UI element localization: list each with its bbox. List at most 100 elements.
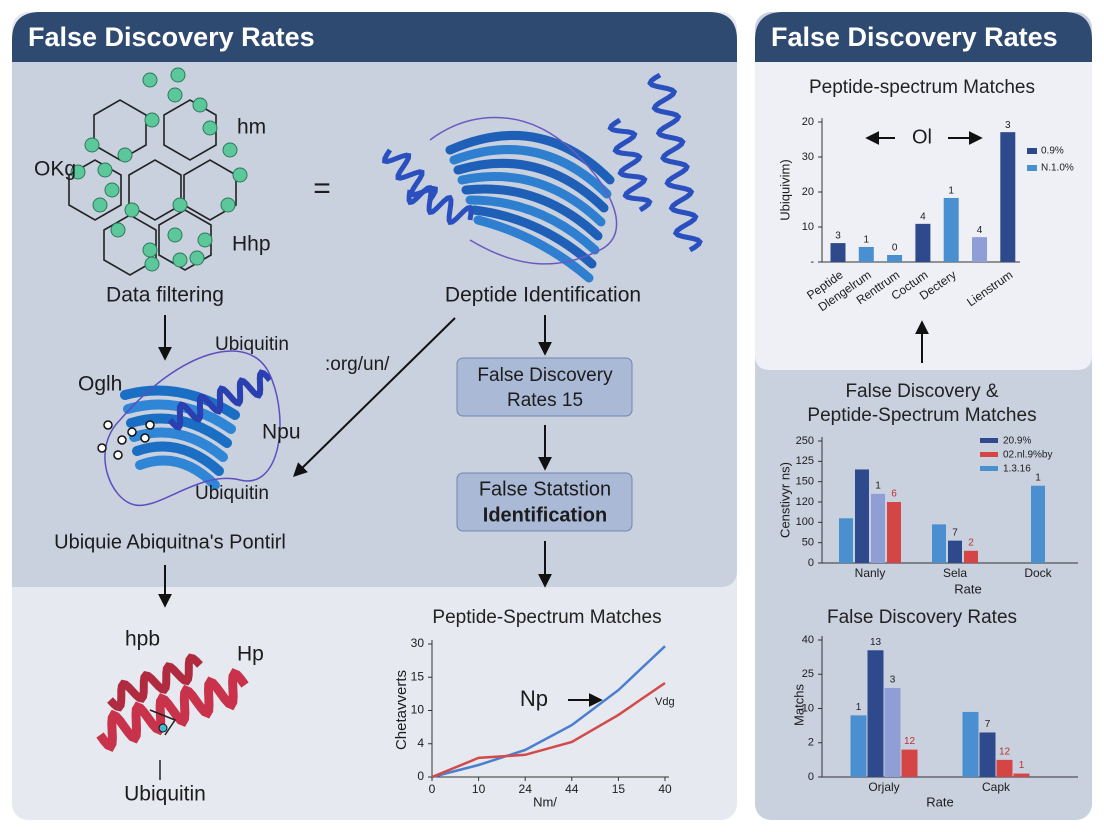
right-header: [755, 12, 1092, 62]
y-tick-label: 2: [808, 737, 814, 749]
protein-label: Npu: [262, 421, 301, 444]
y-tick-label: 30: [802, 151, 814, 163]
alpha-helix: [167, 369, 273, 431]
molecule-label: hm: [237, 116, 266, 139]
helix-label: hpb: [125, 628, 160, 651]
beta-strand: [453, 158, 609, 213]
beta-strand: [473, 215, 594, 283]
protein-loop: [149, 709, 177, 780]
ligand-atom: [113, 450, 123, 460]
x-tick-label: 40: [658, 782, 672, 796]
bar-label: 12: [904, 736, 916, 747]
x-tick-label: 15: [612, 782, 626, 796]
y-tick-label: 10: [802, 221, 814, 233]
bar: [887, 502, 901, 563]
chart-title: False Discovery Rates: [827, 607, 1017, 628]
x-tick-label: 24: [519, 782, 533, 796]
box-text: False Statstion: [479, 478, 611, 500]
atom: [172, 197, 188, 213]
x-tick-label: 44: [565, 782, 579, 796]
bar-label: 1: [1035, 472, 1041, 483]
arrows: [158, 131, 983, 707]
chart-title: False Discovery &: [845, 381, 998, 402]
bar: [1013, 773, 1030, 777]
annotation: Ol: [912, 126, 932, 148]
x-axis-label: Rate: [926, 794, 953, 809]
y-tick-label: 0: [417, 769, 424, 783]
bar-label: 3: [890, 675, 896, 686]
bar: [858, 246, 874, 262]
beta-strand: [465, 195, 600, 255]
bar-label: 6: [891, 489, 897, 500]
protein-loop: [429, 116, 618, 265]
y-tick-label: 250: [796, 435, 814, 447]
y-tick-label: 50: [802, 537, 814, 549]
beta-strand: [445, 130, 615, 185]
beta-strand: [120, 385, 240, 420]
bar: [972, 237, 987, 262]
atom: [144, 112, 160, 128]
atom: [167, 227, 183, 243]
beta-strand: [469, 205, 597, 269]
atom: [104, 182, 120, 198]
bar: [871, 493, 885, 563]
legend-swatch: [980, 438, 998, 443]
alpha-helix: [647, 72, 703, 253]
bar: [948, 540, 962, 563]
chart-title: Peptide-Spectrum Matches: [432, 607, 661, 628]
step-label: Deptide Identification: [445, 284, 641, 307]
alpha-helix: [406, 184, 474, 226]
y-tick-label: 4: [417, 736, 424, 750]
bar-label: 3: [835, 231, 841, 242]
chart-title: Peptide-spectrum Matches: [809, 77, 1035, 98]
y-axis-label: Matchs: [791, 684, 806, 726]
helix-label: Ubiquitin: [124, 783, 206, 806]
ligand-atom: [140, 433, 150, 443]
protein-loop: [104, 350, 281, 507]
bar: [1000, 132, 1016, 262]
legend-label: N.1.0%: [1041, 163, 1074, 174]
bar: [915, 223, 931, 262]
left-title: False Discovery Rates: [28, 22, 315, 52]
beta-strand: [461, 184, 603, 241]
beta-strand: [457, 172, 606, 227]
molecule-ring: [103, 214, 157, 276]
ligand-atom: [117, 435, 127, 445]
y-tick-label: 20: [802, 186, 814, 198]
atom: [117, 147, 133, 163]
ligand-atom: [158, 723, 168, 733]
y-tick-label: 0: [808, 771, 814, 783]
atom: [97, 162, 113, 178]
bar: [962, 711, 979, 777]
x-tick-label: 10: [472, 782, 486, 796]
annotation: Vdg: [655, 696, 675, 708]
legend-swatch: [980, 466, 998, 471]
legend-label: 0.9%: [1041, 146, 1064, 157]
bar-label: 7: [952, 527, 958, 538]
protein-label: Oglh: [78, 373, 122, 396]
flow-box: [456, 357, 633, 417]
y-tick-label: 15: [411, 669, 425, 683]
bar-label: 1: [875, 481, 881, 492]
bar-label: 12: [999, 747, 1011, 758]
equals-sign: =: [313, 172, 331, 205]
atom: [144, 256, 160, 272]
bar: [996, 759, 1013, 777]
line-series: [431, 645, 666, 779]
molecule-ring: [158, 209, 212, 271]
box-text: Identification: [483, 504, 607, 526]
atom: [192, 97, 208, 113]
x-tick-label: Capk: [982, 780, 1011, 794]
bar-label: 7: [985, 719, 991, 730]
molecule-ring: [163, 99, 217, 161]
y-tick-label: 125: [796, 455, 814, 467]
bar: [943, 197, 959, 262]
atom: [197, 232, 213, 248]
x-axis-label: Nm/: [533, 794, 557, 809]
helix-label: Hp: [237, 643, 264, 666]
ligand-atom: [103, 420, 113, 430]
y-tick-label: 120: [796, 496, 814, 508]
legend-label: 02.nl.9%by: [1003, 450, 1052, 461]
alpha-helix: [96, 668, 249, 752]
